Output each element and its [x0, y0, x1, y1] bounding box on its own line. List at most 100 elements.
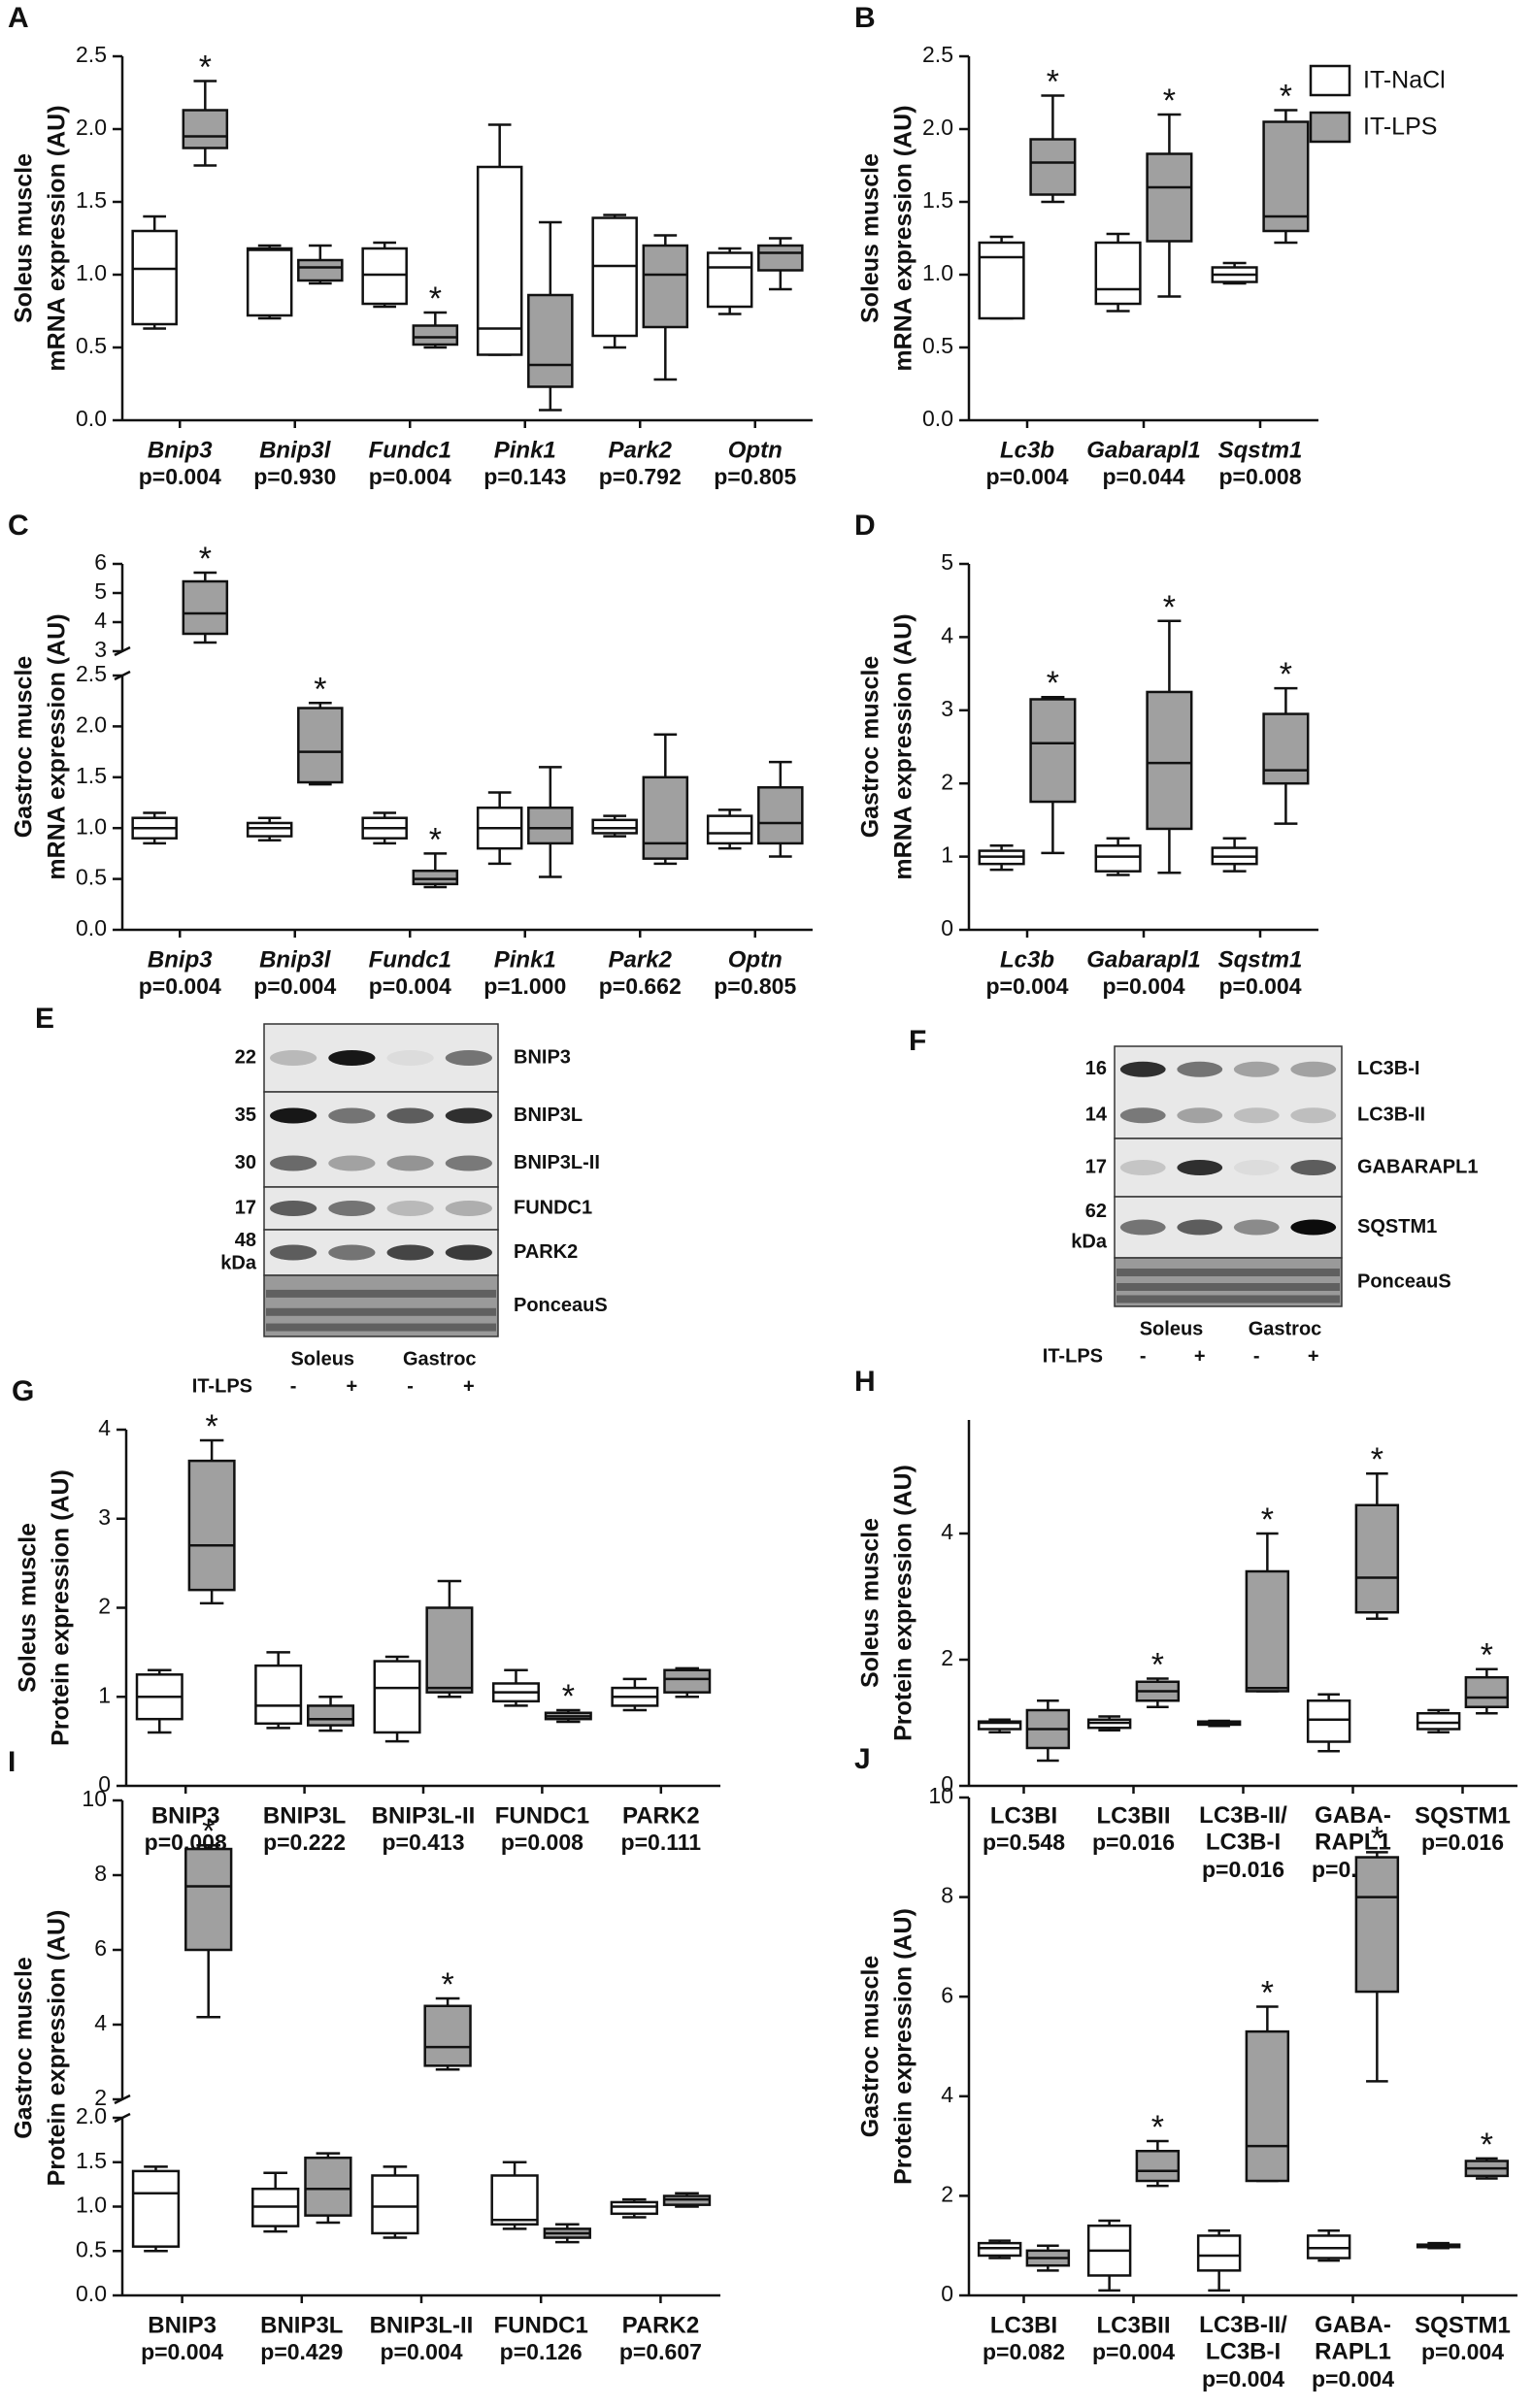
box — [131, 229, 178, 326]
y-tick-label: 1.5 — [76, 2148, 107, 2173]
y-tick-label: 1.0 — [922, 260, 953, 285]
box — [706, 814, 753, 845]
y-axis-label: Protein expression (AU) — [48, 1469, 75, 1746]
y-tick-label: 1.0 — [76, 260, 107, 285]
x-tick-label: PARK2 — [622, 2312, 700, 2338]
y-tick-label: 0 — [941, 1771, 953, 1797]
treatment-sign: + — [347, 1375, 358, 1397]
mw-marker: 17 — [1085, 1156, 1107, 1177]
box — [642, 244, 689, 329]
treatment-sign: + — [463, 1375, 475, 1397]
ponceau-band — [1116, 1295, 1340, 1303]
panel-letter: F — [909, 1025, 926, 1057]
group-label: Gastroc — [403, 1348, 477, 1369]
p-value: p=0.792 — [599, 464, 682, 489]
significance-star: * — [1151, 2109, 1164, 2146]
x-tick-label: BNIP3L — [263, 1802, 346, 1829]
blot-label: PARK2 — [514, 1241, 578, 1263]
box — [1464, 1675, 1510, 1708]
mw-marker: 22 — [235, 1046, 256, 1068]
group-label: Soleus — [1140, 1318, 1204, 1339]
box — [1245, 2029, 1290, 2183]
y-tick-label: 0.0 — [922, 406, 953, 431]
box — [246, 247, 293, 317]
box — [757, 786, 804, 845]
legend-label: IT-LPS — [1363, 114, 1437, 141]
significance-star: * — [562, 1678, 575, 1715]
box — [304, 2156, 352, 2217]
p-value: p=0.008 — [501, 1830, 583, 1855]
x-tick-label: Fundc1 — [369, 946, 451, 973]
box — [131, 2169, 181, 2248]
blot-band — [386, 1201, 434, 1216]
y-axis-label: mRNA expression (AU) — [890, 613, 917, 879]
box — [297, 258, 344, 282]
box — [1146, 152, 1193, 243]
mw-marker: 14 — [1085, 1105, 1108, 1126]
box — [1196, 2234, 1242, 2272]
significance-star: * — [1371, 1441, 1383, 1478]
box — [412, 869, 459, 886]
y-tick-label: 2 — [94, 2085, 107, 2110]
significance-star: * — [314, 671, 326, 708]
y-tick-label: 2 — [98, 1594, 111, 1619]
y-tick-label: 4 — [94, 2010, 107, 2035]
y-tick-label: 3 — [941, 696, 953, 721]
treatment-sign: - — [407, 1375, 414, 1397]
significance-star: * — [199, 49, 212, 85]
x-tick-label: Lc3b — [1000, 946, 1054, 973]
x-tick-label: BNIP3L-II — [370, 2312, 474, 2338]
x-tick-label: Pink1 — [494, 946, 556, 973]
x-tick-label: Pink1 — [494, 437, 556, 463]
y-tick-label: 2.5 — [922, 42, 953, 67]
box — [527, 293, 574, 388]
box — [476, 165, 523, 356]
y-axis-label: Gastroc muscle — [11, 656, 38, 839]
box — [1094, 844, 1142, 873]
blot-band — [1119, 1219, 1166, 1236]
x-tick-label: LC3B-II/LC3B-I — [1199, 2312, 1287, 2365]
box — [246, 821, 293, 838]
blot-band — [1119, 1107, 1166, 1124]
y-tick-label: 3 — [98, 1504, 111, 1530]
x-tick-label: SQSTM1 — [1415, 1802, 1511, 1829]
panel-letter: J — [854, 1743, 871, 1775]
significance-star: * — [1280, 78, 1292, 115]
box — [977, 2241, 1022, 2258]
treatment-sign: - — [1140, 1345, 1147, 1367]
x-tick-label: Sqstm1 — [1218, 437, 1303, 463]
blot-label: SQSTM1 — [1357, 1216, 1437, 1237]
treatment-sign: + — [1194, 1345, 1206, 1367]
ponceau-band — [266, 1289, 496, 1298]
treatment-label: IT-LPS — [192, 1375, 252, 1397]
box — [182, 109, 229, 149]
p-value: p=0.004 — [139, 973, 221, 999]
significance-star: * — [1163, 82, 1176, 119]
blot-band — [328, 1201, 376, 1216]
x-tick-label: Gabarapl1 — [1086, 946, 1200, 973]
x-tick-label: Bnip3 — [148, 946, 213, 973]
y-tick-label: 2 — [941, 1645, 953, 1670]
blot-label: PonceauS — [1357, 1270, 1451, 1292]
blot-band — [1177, 1160, 1223, 1175]
y-axis-label: Soleus muscle — [857, 153, 884, 323]
y-tick-label: 5 — [941, 549, 953, 575]
y-tick-label: 2.0 — [922, 115, 953, 140]
y-axis-label: Protein expression (AU) — [890, 1465, 917, 1741]
y-tick-label: 1.0 — [76, 813, 107, 839]
treatment-sign: - — [290, 1375, 297, 1397]
p-value: p=0.004 — [1218, 973, 1301, 999]
significance-star: * — [1047, 63, 1059, 100]
x-tick-label: Sqstm1 — [1218, 946, 1303, 973]
x-tick-label: Gabarapl1 — [1086, 437, 1200, 463]
box — [182, 579, 229, 636]
ponceau-band — [1116, 1283, 1340, 1291]
significance-star: * — [202, 1813, 215, 1850]
blot-label: BNIP3L-II — [514, 1152, 600, 1173]
y-tick-label: 5 — [94, 578, 107, 604]
y-axis-label: Gastroc muscle — [857, 1956, 884, 2138]
panel-letter: I — [8, 1746, 16, 1778]
significance-star: * — [441, 1966, 453, 2003]
y-tick-label: 4 — [941, 2082, 953, 2107]
blot-strip — [263, 1091, 499, 1188]
